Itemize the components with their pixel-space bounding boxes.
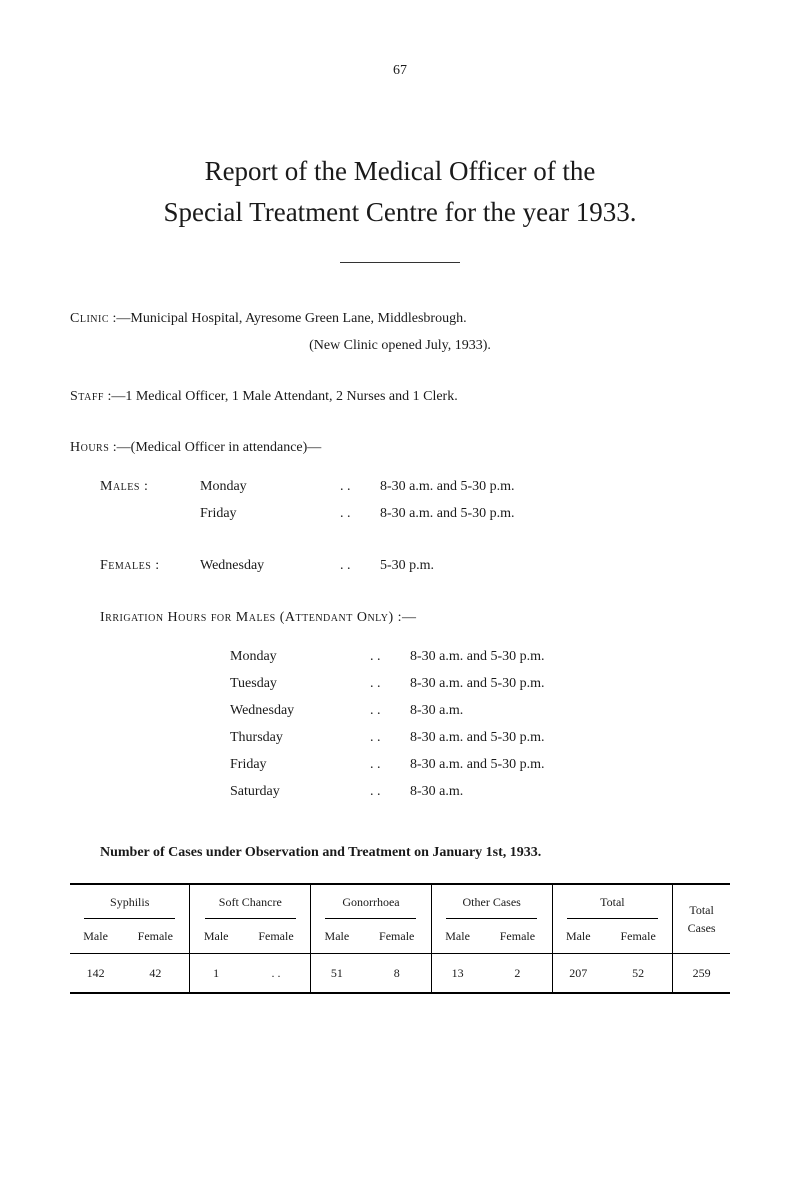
cell-gonorrhoea-male: 51 [311,954,363,994]
irrigation-dots: . . [370,754,410,775]
hours-time: 8-30 a.m. and 5-30 p.m. [380,476,730,497]
col-group-gonorrhoea: Gonorrhoea [311,884,432,919]
irrigation-day: Friday [230,754,370,775]
irrigation-dots: . . [370,673,410,694]
hours-time: 8-30 a.m. and 5-30 p.m. [380,503,730,524]
hours-row: Males : Monday . . 8-30 a.m. and 5-30 p.… [70,476,730,497]
cell-soft-chancre-male: 1 [190,954,242,994]
clinic-subline: (New Clinic opened July, 1933). [70,335,730,356]
cell-other-male: 13 [431,954,483,994]
col-sub-female: Female [604,919,673,954]
irrigation-row: Monday . . 8-30 a.m. and 5-30 p.m. [70,646,730,667]
cell-gonorrhoea-female: 8 [363,954,432,994]
title-line-1: Report of the Medical Officer of the [205,156,596,186]
irrigation-row: Saturday . . 8-30 a.m. [70,781,730,802]
irrigation-dots: . . [370,781,410,802]
irrigation-time: 8-30 a.m. and 5-30 p.m. [410,727,730,748]
cell-other-female: 2 [483,954,552,994]
clinic-label: Clinic [70,311,109,326]
hours-time: 5-30 p.m. [380,555,730,576]
main-title: Report of the Medical Officer of the Spe… [70,151,730,232]
cell-total-cases: 259 [673,954,730,994]
table-section-title: Number of Cases under Observation and Tr… [70,842,730,863]
col-group-other: Other Cases [431,884,552,919]
col-group-syphilis: Syphilis [70,884,190,919]
hours-day: Wednesday [200,555,340,576]
col-sub-male: Male [190,919,242,954]
irrigation-time: 8-30 a.m. and 5-30 p.m. [410,646,730,667]
cell-syphilis-female: 42 [121,954,190,994]
irrigation-day: Saturday [230,781,370,802]
irrigation-dots: . . [370,700,410,721]
col-sub-female: Female [242,919,311,954]
cell-soft-chancre-female: . . [242,954,311,994]
irrigation-time: 8-30 a.m. [410,700,730,721]
irrigation-header: Irrigation Hours for Males (Attendant On… [70,607,730,628]
cell-syphilis-male: 142 [70,954,121,994]
staff-text: :—1 Medical Officer, 1 Male Attendant, 2… [107,389,457,404]
irrigation-row: Friday . . 8-30 a.m. and 5-30 p.m. [70,754,730,775]
hours-label: Females : [70,555,200,576]
irrigation-dots: . . [370,727,410,748]
irrigation-day: Monday [230,646,370,667]
staff-line: Staff :—1 Medical Officer, 1 Male Attend… [70,386,730,407]
hours-header-label: Hours [70,440,109,455]
irrigation-time: 8-30 a.m. [410,781,730,802]
staff-label: Staff [70,389,104,404]
hours-label: Males : [70,476,200,497]
col-sub-female: Female [483,919,552,954]
hours-dots: . . [340,503,380,524]
cases-table: Syphilis Soft Chancre Gonorrhoea Other C… [70,883,730,994]
col-total-cases: Total Cases [673,884,730,954]
irrigation-row: Wednesday . . 8-30 a.m. [70,700,730,721]
title-line-2: Special Treatment Centre for the year 19… [163,197,636,227]
cell-total-male: 207 [552,954,604,994]
page-number: 67 [70,60,730,81]
hours-dots: . . [340,476,380,497]
hours-day: Monday [200,476,340,497]
irrigation-day: Tuesday [230,673,370,694]
hours-header-text: :—(Medical Officer in attendance)— [113,440,321,455]
hours-day: Friday [200,503,340,524]
hours-dots: . . [340,555,380,576]
cell-total-female: 52 [604,954,673,994]
total-cases-label-2: Cases [688,921,716,935]
col-group-total: Total [552,884,673,919]
title-divider [340,262,460,263]
irrigation-day: Wednesday [230,700,370,721]
hours-header: Hours :—(Medical Officer in attendance)— [70,437,730,458]
col-group-soft-chancre: Soft Chancre [190,884,311,919]
irrigation-row: Thursday . . 8-30 a.m. and 5-30 p.m. [70,727,730,748]
col-sub-male: Male [70,919,121,954]
hours-label [70,503,200,524]
irrigation-day: Thursday [230,727,370,748]
col-sub-male: Male [431,919,483,954]
irrigation-row: Tuesday . . 8-30 a.m. and 5-30 p.m. [70,673,730,694]
irrigation-time: 8-30 a.m. and 5-30 p.m. [410,754,730,775]
irrigation-time: 8-30 a.m. and 5-30 p.m. [410,673,730,694]
total-cases-label-1: Total [689,903,714,917]
col-sub-female: Female [363,919,432,954]
hours-row: Friday . . 8-30 a.m. and 5-30 p.m. [70,503,730,524]
col-sub-male: Male [311,919,363,954]
col-sub-male: Male [552,919,604,954]
clinic-line: Clinic :—Municipal Hospital, Ayresome Gr… [70,308,730,329]
col-sub-female: Female [121,919,190,954]
clinic-text: :—Municipal Hospital, Ayresome Green Lan… [113,311,467,326]
hours-row: Females : Wednesday . . 5-30 p.m. [70,555,730,576]
irrigation-dots: . . [370,646,410,667]
